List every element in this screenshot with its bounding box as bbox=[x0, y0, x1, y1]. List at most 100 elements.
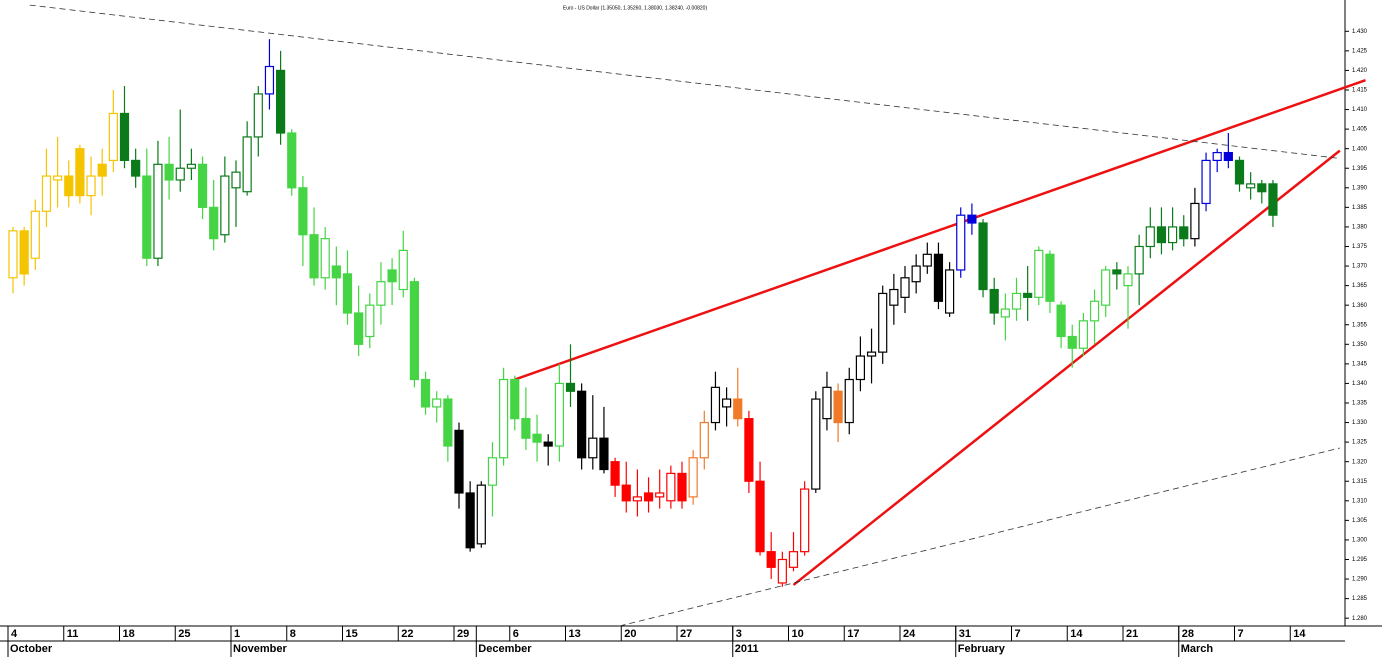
candle-body bbox=[1234, 159, 1245, 185]
y-tick-label: 1.425 bbox=[1352, 48, 1368, 54]
y-tick-label: 1.365 bbox=[1352, 283, 1368, 289]
x-tick-label: 14 bbox=[1293, 628, 1306, 640]
candle-body bbox=[911, 265, 921, 283]
candle-body bbox=[1190, 202, 1200, 240]
x-tick-label: 1 bbox=[234, 628, 240, 640]
candle-body bbox=[1034, 249, 1044, 298]
candle-body bbox=[97, 163, 107, 177]
candle-body bbox=[944, 269, 955, 314]
candle-body bbox=[978, 222, 988, 291]
candle-body bbox=[231, 171, 241, 189]
candle-body bbox=[64, 175, 74, 197]
x-tick-label: 27 bbox=[680, 628, 692, 640]
candle-body bbox=[487, 457, 498, 486]
trendline bbox=[792, 149, 1341, 586]
candle-body bbox=[1134, 245, 1144, 275]
candle-body bbox=[253, 93, 263, 138]
y-tick-label: 1.375 bbox=[1352, 244, 1368, 250]
candle-body bbox=[699, 421, 709, 459]
candle-body bbox=[967, 214, 977, 224]
candle-body bbox=[1056, 304, 1066, 338]
x-tick-label: 7 bbox=[1238, 628, 1244, 640]
candle-body bbox=[19, 230, 29, 275]
x-tick-label: 17 bbox=[847, 628, 859, 640]
x-tick-label: 7 bbox=[1015, 628, 1021, 640]
candle-body bbox=[409, 281, 419, 381]
candle-body bbox=[309, 234, 319, 279]
y-tick-label: 1.415 bbox=[1352, 88, 1368, 94]
candle-body bbox=[811, 398, 821, 490]
trendline bbox=[514, 79, 1366, 381]
candle-body bbox=[666, 472, 676, 502]
candle-body bbox=[621, 484, 631, 502]
candle-body bbox=[153, 163, 163, 259]
candle-body bbox=[52, 175, 63, 181]
candle-body bbox=[1045, 253, 1055, 302]
candle-body bbox=[688, 457, 698, 498]
y-tick-label: 1.355 bbox=[1352, 322, 1368, 328]
x-tick-label: 13 bbox=[569, 628, 581, 640]
candle-body bbox=[777, 558, 787, 584]
candle-body bbox=[86, 175, 96, 197]
candle-body bbox=[1268, 183, 1278, 216]
candle-body bbox=[432, 398, 442, 408]
x-tick-label: 24 bbox=[903, 628, 916, 640]
x-tick-label: 4 bbox=[11, 628, 18, 640]
y-tick-label: 1.340 bbox=[1352, 381, 1368, 387]
candle-body bbox=[1101, 269, 1111, 306]
y-tick-label: 1.430 bbox=[1352, 29, 1368, 35]
candle-body bbox=[956, 214, 966, 271]
month-label: March bbox=[1181, 643, 1214, 655]
candle-body bbox=[632, 496, 643, 502]
y-tick-label: 1.380 bbox=[1352, 225, 1368, 231]
y-tick-label: 1.280 bbox=[1352, 616, 1368, 622]
candle-body bbox=[108, 112, 118, 162]
y-tick-label: 1.285 bbox=[1352, 596, 1368, 602]
y-tick-label: 1.405 bbox=[1352, 127, 1368, 133]
candle-body bbox=[365, 304, 375, 338]
candle-body bbox=[242, 136, 252, 193]
candle-body bbox=[1011, 292, 1022, 310]
candle-body bbox=[209, 206, 219, 240]
dashed-trendline bbox=[619, 447, 1340, 627]
candle-body bbox=[800, 488, 810, 553]
candle-body bbox=[119, 112, 130, 162]
candle-body bbox=[822, 386, 832, 420]
candle-body bbox=[387, 269, 397, 283]
candle-body bbox=[543, 441, 553, 447]
candle-body bbox=[655, 492, 665, 498]
candle-body bbox=[878, 292, 888, 353]
candle-body bbox=[833, 390, 843, 424]
candle-body bbox=[320, 238, 330, 279]
candle-body bbox=[922, 253, 932, 267]
candle-body bbox=[220, 175, 230, 236]
candle-body bbox=[164, 163, 174, 181]
candle-body bbox=[142, 175, 152, 259]
candle-body bbox=[264, 65, 275, 95]
x-tick-label: 11 bbox=[67, 628, 79, 640]
candle-body bbox=[30, 210, 40, 259]
y-tick-label: 1.410 bbox=[1352, 107, 1368, 113]
candle-body bbox=[454, 429, 464, 494]
candle-body bbox=[577, 390, 587, 459]
candle-body bbox=[721, 398, 732, 408]
x-tick-label: 18 bbox=[123, 628, 135, 640]
month-label: February bbox=[958, 643, 1006, 655]
candle-body bbox=[643, 492, 654, 502]
candle-body bbox=[933, 253, 944, 302]
candle-body bbox=[476, 484, 486, 545]
candle-body bbox=[1201, 159, 1211, 205]
x-tick-label: 15 bbox=[346, 628, 358, 640]
candle-body bbox=[733, 398, 743, 420]
candle-body bbox=[354, 312, 364, 345]
candle-body bbox=[855, 355, 866, 381]
x-tick-label: 20 bbox=[624, 628, 636, 640]
candle-body bbox=[8, 230, 18, 279]
month-label: November bbox=[233, 643, 288, 655]
candle-body bbox=[175, 167, 185, 181]
candle-body bbox=[599, 437, 609, 471]
month-label: 2011 bbox=[735, 643, 759, 655]
candle-body bbox=[844, 378, 854, 424]
candle-body bbox=[788, 551, 799, 568]
